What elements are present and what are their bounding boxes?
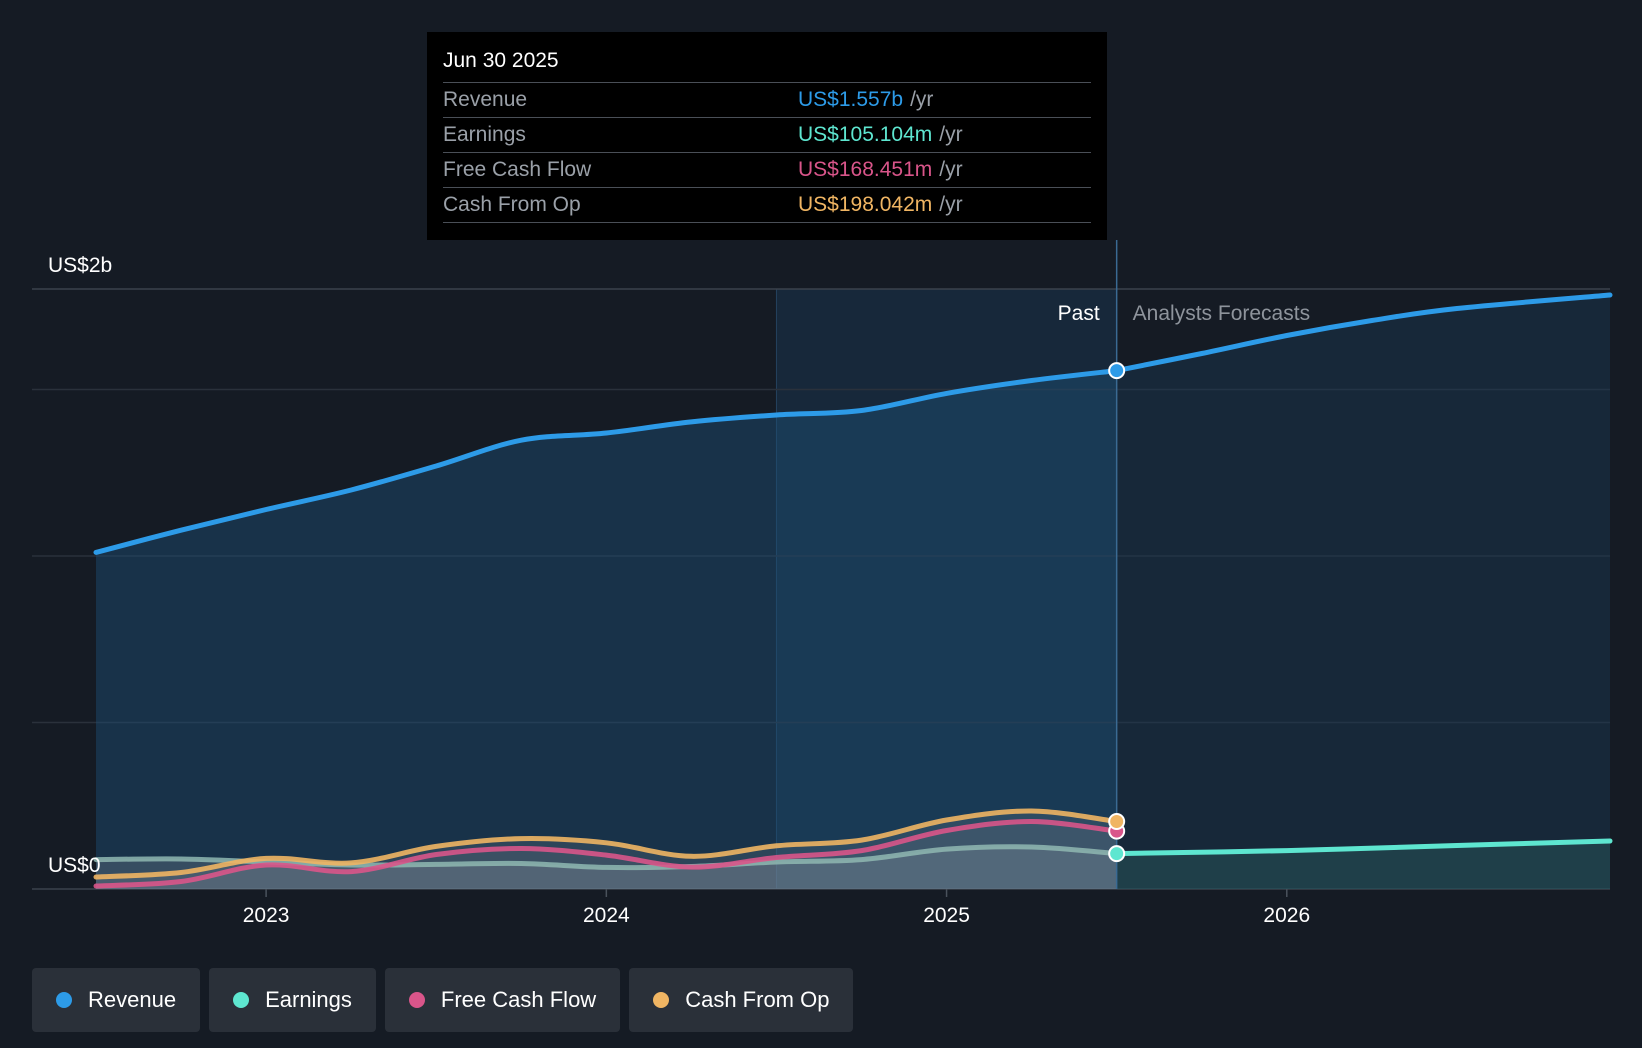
tooltip-unit: /yr: [939, 123, 963, 146]
x-tick-label: 2025: [923, 904, 970, 927]
x-axis-ticks: 2023 2024 2025 2026: [243, 889, 1310, 927]
revenue-area: [96, 370, 1117, 890]
tooltip-value: US$105.104m: [798, 123, 933, 146]
earnings-marker: [1108, 845, 1126, 863]
tooltip-label: Free Cash Flow: [443, 158, 592, 181]
x-tick-label: 2023: [243, 904, 290, 927]
free-cash-flow-line: [93, 818, 1120, 889]
x-tick-label: 2024: [583, 904, 630, 927]
tooltip-label: Earnings: [443, 123, 526, 146]
earnings-line: [93, 844, 1120, 871]
tooltip-unit: /yr: [939, 193, 963, 216]
legend-item-revenue[interactable]: Revenue: [32, 968, 201, 1032]
tooltip-unit: /yr: [910, 88, 934, 111]
forecast-label: Analysts Forecasts: [1133, 302, 1310, 325]
legend-item-earnings[interactable]: Earnings: [209, 968, 376, 1032]
tooltip-unit: /yr: [939, 158, 963, 181]
y-axis-bottom-label: US$0: [48, 854, 101, 877]
free-cash-flow-dot-icon: [408, 992, 425, 1008]
tooltip-value: US$168.451m: [798, 158, 933, 181]
legend-item-cash-from-op[interactable]: Cash From Op: [629, 968, 854, 1032]
tooltip-date: Jun 30 2025: [443, 49, 559, 72]
cash-from-op-dot-icon: [653, 992, 670, 1008]
tooltip-label: Cash From Op: [443, 193, 581, 216]
revenue-forecast-area: [1116, 295, 1610, 889]
tooltip-label: Revenue: [443, 88, 528, 111]
legend-label: Earnings: [265, 987, 352, 1012]
revenue-forecast-line: [1114, 292, 1613, 374]
chart-legend: Revenue Earnings Free Cash Flow Cash Fro…: [32, 968, 854, 1032]
legend-item-free-cash-flow[interactable]: Free Cash Flow: [384, 968, 621, 1032]
revenue-line: [93, 368, 1120, 555]
x-tick-label: 2026: [1263, 904, 1310, 927]
tooltip-row-revenue: Revenue US$1.557b /yr: [443, 82, 1091, 117]
cash-from-op-line: [93, 808, 1120, 880]
cash-from-op-marker: [1108, 813, 1126, 830]
hover-tooltip: Jun 30 2025 Revenue US$1.557b /yr Earnin…: [427, 32, 1107, 240]
tooltip-row-earnings: Earnings US$105.104m /yr: [443, 117, 1091, 152]
tooltip-value: US$1.557b: [798, 88, 904, 111]
gridlines: [32, 288, 1610, 890]
revenue-dot-icon: [56, 992, 72, 1008]
hover-markers: [1108, 362, 1126, 863]
legend-label: Free Cash Flow: [440, 987, 597, 1012]
past-label: Past: [1058, 302, 1100, 325]
y-axis-top-label: US$2b: [48, 254, 112, 277]
legend-label: Cash From Op: [685, 987, 830, 1012]
earnings-forecast-line: [1114, 838, 1613, 857]
tooltip-row-free-cash-flow: Free Cash Flow US$168.451m /yr: [443, 152, 1091, 187]
series-lines: [93, 292, 1613, 889]
tooltip-value: US$198.042m: [798, 193, 933, 216]
tooltip-row-cash-from-op: Cash From Op US$198.042m /yr: [443, 187, 1091, 223]
earnings-dot-icon: [233, 992, 250, 1008]
legend-label: Revenue: [88, 987, 177, 1012]
revenue-marker: [1108, 362, 1126, 380]
